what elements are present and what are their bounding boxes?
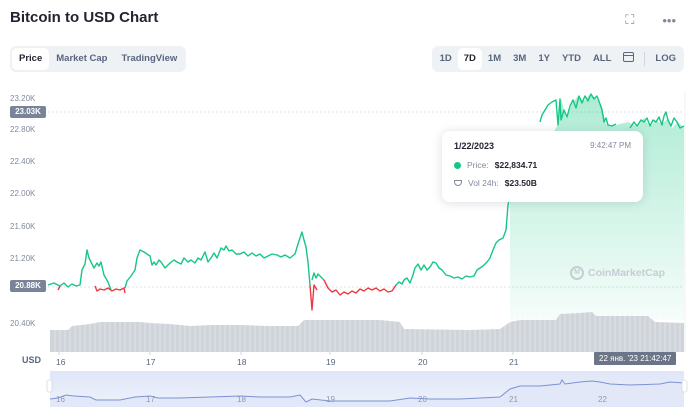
divider (644, 52, 646, 66)
y-tick: 21.20K (10, 254, 36, 263)
header-actions: ⛶ ••• (625, 12, 676, 28)
navigator-left-handle (46, 379, 53, 393)
navigator-right-handle (681, 379, 688, 393)
x-tick: 18 (237, 357, 247, 367)
y-tick: 22.00K (10, 189, 36, 198)
navigator-tick: 20 (418, 395, 427, 404)
y-tick: 22.80K (10, 125, 36, 134)
open-price-tag: 20.88K (10, 280, 46, 292)
navigator-tick: 22 (598, 395, 607, 404)
tooltip-volume-row: Vol 24h: $23.50B (454, 178, 537, 188)
navigator-tick: 18 (237, 395, 246, 404)
currency-label: USD (22, 355, 42, 365)
tab-tradingview[interactable]: TradingView (121, 53, 178, 64)
volume-bars (50, 312, 684, 352)
calendar-icon (623, 52, 635, 63)
tooltip-price-value: $22,834.71 (494, 160, 538, 170)
log-scale-toggle[interactable]: LOG (655, 53, 676, 64)
navigator-tick: 21 (509, 395, 518, 404)
range-7d[interactable]: 7D (457, 48, 482, 70)
price-tooltip: 1/22/2023 9:42:47 PM Price: $22,834.71 V… (442, 131, 643, 202)
range-ytd[interactable]: YTD (561, 53, 581, 64)
navigator-tick: 16 (56, 395, 65, 404)
chart-type-tabs: Price Market Cap TradingView (10, 46, 187, 72)
tooltip-volume-value: $23.50B (504, 178, 537, 188)
price-line-up (47, 93, 685, 291)
page-title: Bitcoin to USD Chart (10, 9, 159, 26)
tooltip-price-row: Price: $22,834.71 (454, 160, 537, 170)
expand-icon[interactable]: ⛶ (625, 12, 635, 27)
x-tick: 21 (509, 357, 519, 367)
volume-icon (454, 180, 462, 186)
coinmarketcap-logo-icon: M (570, 266, 584, 280)
navigator-tick: 19 (326, 395, 335, 404)
coinmarketcap-watermark: M CoinMarketCap (570, 266, 665, 280)
x-tick: 16 (56, 357, 66, 367)
y-tick: 20.40K (10, 319, 36, 328)
y-tick: 22.40K (10, 157, 36, 166)
range-1d[interactable]: 1D (439, 53, 452, 64)
range-1m[interactable]: 1M (487, 53, 502, 64)
y-tick: 23.20K (10, 94, 36, 103)
y-tick: 21.60K (10, 222, 36, 231)
tab-market-cap[interactable]: Market Cap (56, 53, 108, 64)
range-3m[interactable]: 3M (513, 53, 527, 64)
x-tick: 20 (418, 357, 428, 367)
hover-time-tag: 22 янв. '23 21:42:47 (594, 352, 677, 365)
tab-price[interactable]: Price (12, 48, 50, 70)
volume-bar-lines (54, 310, 681, 352)
range-selector: 1D 7D 1M 3M 1Y YTD ALL LOG (431, 46, 684, 72)
calendar-button[interactable] (617, 48, 640, 70)
range-1y[interactable]: 1Y (538, 53, 550, 64)
range-all[interactable]: ALL (592, 53, 612, 64)
x-tick: 17 (146, 357, 156, 367)
price-dot-icon (454, 161, 461, 169)
price-line-down (57, 279, 397, 311)
more-horizontal-icon[interactable]: ••• (662, 12, 676, 28)
current-price-tag: 23.03K (10, 106, 46, 118)
tooltip-date: 1/22/2023 (454, 141, 495, 151)
x-tick: 19 (326, 357, 336, 367)
tooltip-time: 9:42:47 PM (590, 141, 631, 150)
navigator-tick: 17 (146, 395, 155, 404)
